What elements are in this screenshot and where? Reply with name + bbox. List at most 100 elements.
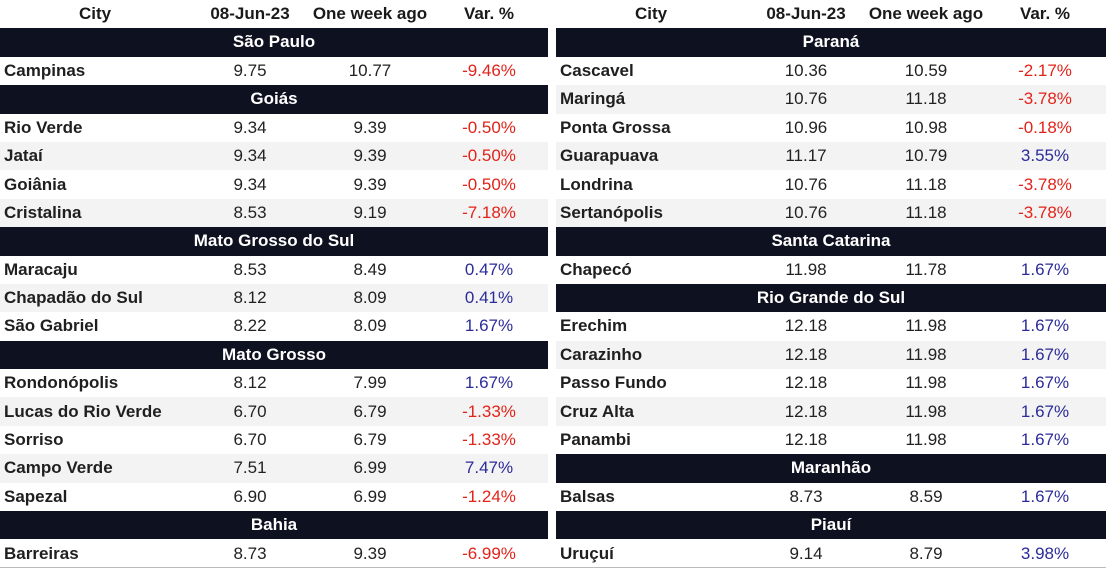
current-price-cell: 12.18: [784, 344, 828, 364]
prev-price-cell: 11.98: [905, 430, 947, 450]
state-rows: Rio Verde 9.34 9.39 -0.50% Jataí 9.34 9.39 -0.5…: [0, 114, 548, 228]
prev-price-cell: 10.98: [904, 117, 948, 137]
table-header: City 08-Jun-23 One week ago Var. %: [0, 0, 548, 28]
state-group-header: Piauí: [556, 511, 1106, 540]
variation-cell: -0.50%: [462, 117, 516, 137]
variation-cell: -3.78%: [1018, 174, 1072, 194]
current-price-cell: 11.98: [785, 259, 827, 279]
prev-price-cell: 11.98: [905, 401, 947, 421]
current-price-cell: 10.76: [784, 89, 828, 109]
city-cell: Panambi: [560, 430, 631, 450]
variation-cell: 1.67%: [1020, 401, 1070, 421]
city-cell: Ponta Grossa: [560, 117, 671, 137]
variation-cell: -3.78%: [1018, 89, 1072, 109]
city-cell: Chapecó: [560, 259, 632, 279]
variation-cell: 1.67%: [1020, 373, 1070, 393]
table-row: Balsas 8.73 8.59 1.67%: [556, 483, 1106, 511]
table-row: Guarapuava 11.17 10.79 3.55%: [556, 141, 1106, 171]
prev-price-cell: 8.49: [353, 259, 387, 279]
left-price-table: City 08-Jun-23 One week ago Var. % São P…: [0, 0, 548, 568]
prev-price-cell: 6.79: [353, 430, 387, 450]
variation-cell: -1.33%: [462, 401, 516, 421]
city-cell: Jataí: [4, 146, 43, 166]
variation-cell: -6.99%: [462, 543, 516, 563]
city-cell: Londrina: [560, 174, 633, 194]
prev-price-cell: 8.79: [909, 543, 943, 563]
variation-cell: -0.50%: [462, 174, 516, 194]
prev-price-cell: 11.98: [905, 373, 947, 393]
prev-price-cell: 8.09: [353, 316, 387, 336]
variation-cell: 1.67%: [1020, 486, 1070, 506]
table-row: Ponta Grossa 10.96 10.98 -0.18%: [556, 114, 1106, 142]
current-price-cell: 9.34: [233, 174, 267, 194]
city-cell: Sapezal: [4, 486, 68, 506]
city-cell: Campo Verde: [4, 458, 113, 478]
prev-price-cell: 10.77: [348, 60, 392, 80]
prev-price-cell: 9.39: [353, 543, 387, 563]
city-column-header: City: [634, 4, 668, 24]
table-body: Paraná Cascavel 10.36 10.59 -2.17% Maringá 10.…: [556, 28, 1106, 567]
current-price-cell: 10.36: [784, 60, 828, 80]
table-row: Uruçuí 9.14 8.79 3.98%: [556, 539, 1106, 567]
prev-price-cell: 10.79: [904, 146, 948, 166]
current-price-cell: 10.76: [784, 202, 828, 222]
city-cell: Lucas do Rio Verde: [4, 401, 162, 421]
prev-column-header: One week ago: [312, 4, 428, 24]
current-price-cell: 6.70: [233, 430, 267, 450]
table-row: Chapecó 11.98 11.78 1.67%: [556, 256, 1106, 284]
right-price-table: City 08-Jun-23 One week ago Var. % Paran…: [556, 0, 1106, 568]
table-row: Goiânia 9.34 9.39 -0.50%: [0, 170, 548, 198]
current-price-cell: 12.18: [784, 373, 828, 393]
current-price-cell: 9.34: [233, 146, 267, 166]
city-cell: São Gabriel: [4, 316, 99, 336]
variation-cell: 1.67%: [1020, 430, 1070, 450]
current-price-cell: 8.73: [789, 486, 823, 506]
state-group-header: São Paulo: [0, 28, 548, 57]
table-row: Campinas 9.75 10.77 -9.46%: [0, 57, 548, 85]
prev-price-cell: 9.39: [353, 174, 387, 194]
table-body: São Paulo Campinas 9.75 10.77 -9.46% Goiás Rio…: [0, 28, 548, 567]
prev-price-cell: 6.99: [353, 458, 387, 478]
state-group-header: Maranhão: [556, 454, 1106, 483]
table-row: Cascavel 10.36 10.59 -2.17%: [556, 57, 1106, 85]
prev-price-cell: 11.98: [905, 316, 947, 336]
table-row: Cristalina 8.53 9.19 -7.18%: [0, 198, 548, 228]
table-row: Sertanópolis 10.76 11.18 -3.78%: [556, 198, 1106, 228]
current-price-cell: 8.73: [233, 543, 267, 563]
current-price-cell: 12.18: [784, 401, 828, 421]
city-cell: Passo Fundo: [560, 373, 667, 393]
current-price-cell: 9.14: [789, 543, 823, 563]
city-cell: Campinas: [4, 60, 86, 80]
prev-column-header: One week ago: [868, 4, 984, 24]
prev-price-cell: 11.78: [905, 259, 947, 279]
table-row: Campo Verde 7.51 6.99 7.47%: [0, 454, 548, 483]
table-row: Carazinho 12.18 11.98 1.67%: [556, 340, 1106, 370]
city-cell: Goiânia: [4, 174, 67, 194]
variation-cell: 1.67%: [464, 316, 514, 336]
city-column-header: City: [78, 4, 112, 24]
variation-cell: -3.78%: [1018, 202, 1072, 222]
variation-cell: -7.18%: [462, 202, 516, 222]
prev-price-cell: 11.98: [905, 344, 947, 364]
city-cell: Erechim: [560, 316, 628, 336]
current-price-cell: 10.76: [784, 174, 828, 194]
current-price-cell: 6.70: [233, 401, 267, 421]
prev-price-cell: 6.99: [353, 486, 387, 506]
current-price-cell: 10.96: [784, 117, 828, 137]
variation-cell: 0.47%: [464, 259, 514, 279]
table-row: Cruz Alta 12.18 11.98 1.67%: [556, 397, 1106, 426]
state-rows: Rondonópolis 8.12 7.99 1.67% Lucas do Rio Ve…: [0, 369, 548, 511]
variation-cell: -9.46%: [462, 60, 516, 80]
state-rows: Chapecó 11.98 11.78 1.67%: [556, 256, 1106, 284]
variation-cell: 1.67%: [464, 373, 514, 393]
city-cell: Rondonópolis: [4, 373, 119, 393]
variation-cell: 3.98%: [1020, 543, 1070, 563]
prev-price-cell: 9.39: [353, 146, 387, 166]
prev-price-cell: 11.18: [905, 202, 947, 222]
variation-cell: 7.47%: [464, 458, 514, 478]
date-column-header: 08-Jun-23: [766, 4, 846, 24]
state-group-header: Goiás: [0, 85, 548, 114]
table-row: Maringá 10.76 11.18 -3.78%: [556, 85, 1106, 114]
variation-cell: 1.67%: [1020, 344, 1070, 364]
state-rows: Maracaju 8.53 8.49 0.47% Chapadão do Sul 8.12…: [0, 256, 548, 341]
